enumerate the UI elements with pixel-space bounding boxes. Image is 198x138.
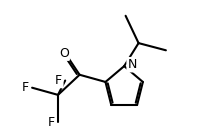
Text: F: F xyxy=(55,74,62,87)
Text: F: F xyxy=(22,81,29,94)
Text: N: N xyxy=(128,58,137,71)
Text: O: O xyxy=(59,47,69,60)
Text: F: F xyxy=(48,116,55,129)
